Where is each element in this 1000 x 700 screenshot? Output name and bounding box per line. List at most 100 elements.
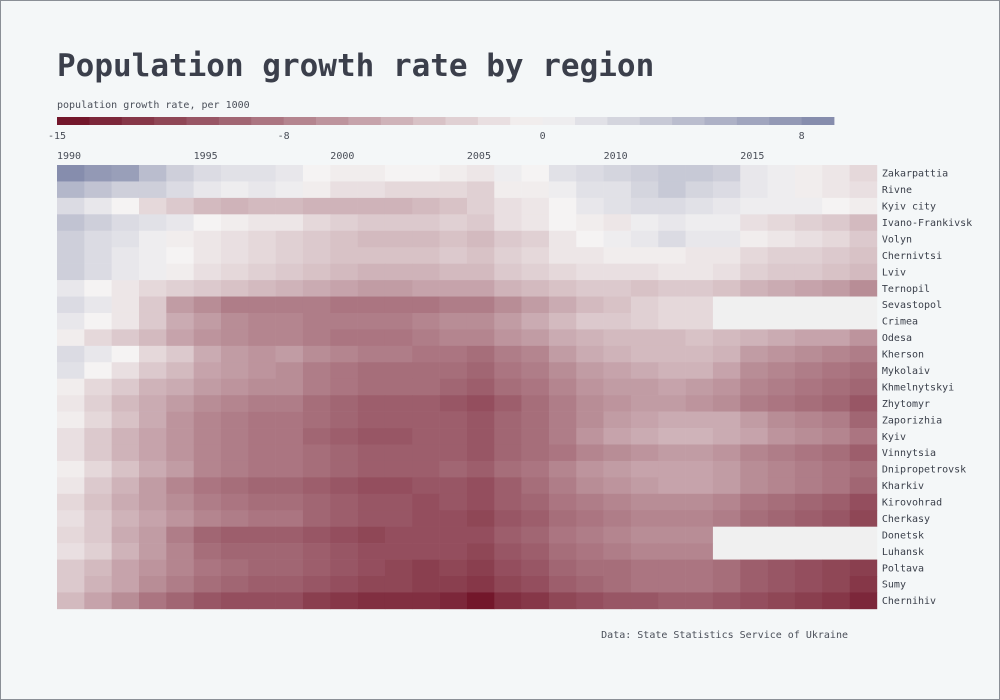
heatmap-cell — [630, 576, 659, 593]
heatmap-cell — [330, 592, 358, 610]
heatmap-cell — [712, 181, 741, 199]
heatmap-cell — [767, 592, 796, 610]
heatmap-cell — [822, 280, 850, 297]
heatmap-cell — [494, 477, 522, 495]
colorbar-step — [380, 117, 414, 125]
heatmap-cell — [794, 345, 823, 363]
heatmap-cell — [330, 296, 358, 314]
heatmap-cell — [248, 329, 276, 347]
heatmap-cell — [466, 378, 495, 396]
heatmap-cell — [603, 181, 632, 199]
heatmap-cell — [384, 592, 413, 610]
heatmap-cell — [84, 543, 112, 560]
region-label: Dnipropetrovsk — [882, 465, 966, 476]
colorbar-step — [154, 117, 187, 125]
colorbar-step — [348, 117, 382, 125]
heatmap-cell — [740, 181, 768, 199]
heatmap-cell — [138, 263, 167, 281]
heatmap-cell — [630, 395, 659, 412]
heatmap-cell — [330, 247, 358, 264]
heatmap-cell-missing — [767, 296, 796, 314]
heatmap-cell — [576, 444, 604, 462]
heatmap-cell — [767, 444, 796, 462]
heatmap-cell — [767, 197, 796, 215]
heatmap-cell — [412, 230, 440, 248]
heatmap-cell — [548, 197, 577, 215]
heatmap-cell — [330, 329, 358, 347]
heatmap-cell — [685, 592, 714, 610]
heatmap-cell — [576, 247, 604, 264]
heatmap-cell — [412, 510, 440, 527]
heatmap-cell — [740, 592, 768, 610]
colorbar-step — [736, 117, 770, 125]
heatmap-cell — [330, 510, 358, 527]
heatmap-cell — [603, 230, 632, 248]
heatmap-cell — [357, 214, 386, 232]
heatmap-cell — [111, 576, 140, 593]
x-tick-label: 1990 — [57, 151, 81, 162]
heatmap-cell — [166, 263, 194, 281]
heatmap-cell-missing — [740, 312, 768, 330]
colorbar-step — [672, 117, 705, 125]
heatmap-cell — [384, 296, 413, 314]
heatmap-cell — [412, 345, 440, 363]
heatmap-cell — [84, 510, 112, 527]
heatmap-cell — [603, 493, 632, 511]
heatmap-cell — [685, 197, 714, 215]
heatmap-cell — [576, 477, 604, 495]
heatmap-cell — [138, 329, 167, 347]
heatmap-cell — [275, 312, 304, 330]
heatmap-cell — [138, 165, 167, 182]
heatmap-cell — [767, 428, 796, 445]
region-label: Chernivtsi — [882, 251, 942, 262]
heatmap-cell — [384, 510, 413, 527]
heatmap-cell — [466, 197, 495, 215]
heatmap-cell — [84, 165, 112, 182]
heatmap-cell — [794, 576, 823, 593]
heatmap-cell — [822, 230, 850, 248]
heatmap-cell — [576, 576, 604, 593]
heatmap-cell — [275, 230, 304, 248]
heatmap-cell — [849, 378, 878, 396]
region-label: Zaporizhia — [882, 415, 942, 426]
heatmap-cell — [357, 395, 386, 412]
heatmap-cell — [822, 477, 850, 495]
heatmap-cell — [193, 510, 222, 527]
heatmap-cell — [384, 526, 413, 544]
heatmap-cell — [466, 395, 495, 412]
heatmap-cell — [220, 592, 249, 610]
region-labels: Zakarpattia Rivne Kyiv city Ivano-Frankivsk… — [882, 169, 972, 608]
heatmap-cell — [412, 576, 440, 593]
heatmap-cell — [166, 395, 194, 412]
colorbar-step — [542, 117, 576, 125]
heatmap-cell — [248, 378, 276, 396]
heatmap-cell — [685, 395, 714, 412]
heatmap-cell — [248, 312, 276, 330]
heatmap-cell — [576, 411, 604, 429]
heatmap-cell — [767, 460, 796, 478]
heatmap-cell — [138, 460, 167, 478]
heatmap-cell — [521, 477, 550, 495]
heatmap-cell — [357, 312, 386, 330]
heatmap-cell-missing — [794, 543, 823, 560]
heatmap-cell — [548, 378, 577, 396]
heatmap-cell — [111, 312, 140, 330]
heatmap-cell — [658, 362, 686, 380]
heatmap-cell — [548, 444, 577, 462]
heatmap-cell — [84, 263, 112, 281]
heatmap-cell — [548, 592, 577, 610]
heatmap-cell-missing — [849, 312, 878, 330]
heatmap-cell — [138, 444, 167, 462]
heatmap-cell — [138, 230, 167, 248]
heatmap-cell — [685, 543, 714, 560]
heatmap-cell — [220, 230, 249, 248]
heatmap-cell — [576, 345, 604, 363]
region-label: Rivne — [882, 185, 912, 196]
heatmap-cell — [767, 395, 796, 412]
heatmap-cell — [740, 559, 768, 577]
heatmap-cell-missing — [794, 312, 823, 330]
heatmap-cell — [193, 592, 222, 610]
heatmap-cell — [412, 296, 440, 314]
heatmap-cell — [658, 526, 686, 544]
heatmap-cell — [248, 362, 276, 380]
